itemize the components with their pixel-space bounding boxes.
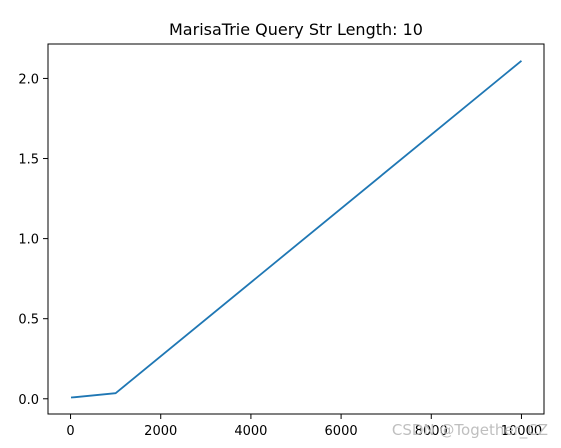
x-tick-label: 10000 [501, 424, 542, 439]
x-axis: 0 2000 4000 6000 8000 10000 [66, 414, 542, 439]
y-tick-label: 1.0 [18, 233, 39, 248]
x-tick-label: 4000 [234, 424, 267, 439]
series-line-0 [70, 60, 523, 399]
chart-title: MarisaTrie Query Str Length: 10 [169, 20, 423, 39]
series-layer [70, 60, 523, 399]
x-tick-label: 8000 [415, 424, 448, 439]
x-tick-label: 6000 [325, 424, 358, 439]
y-tick-label: 1.5 [18, 153, 39, 168]
plot-frame [47, 43, 545, 415]
y-tick-label: 2.0 [18, 72, 39, 87]
y-axis: 0.0 0.5 1.0 1.5 2.0 [18, 72, 48, 408]
x-tick-label: 0 [66, 424, 74, 439]
x-tick-label: 2000 [144, 424, 177, 439]
y-tick-label: 0.0 [18, 393, 39, 408]
y-tick-label: 0.5 [18, 313, 39, 328]
watermark-text: CSDN @Together_CZ [392, 421, 548, 440]
